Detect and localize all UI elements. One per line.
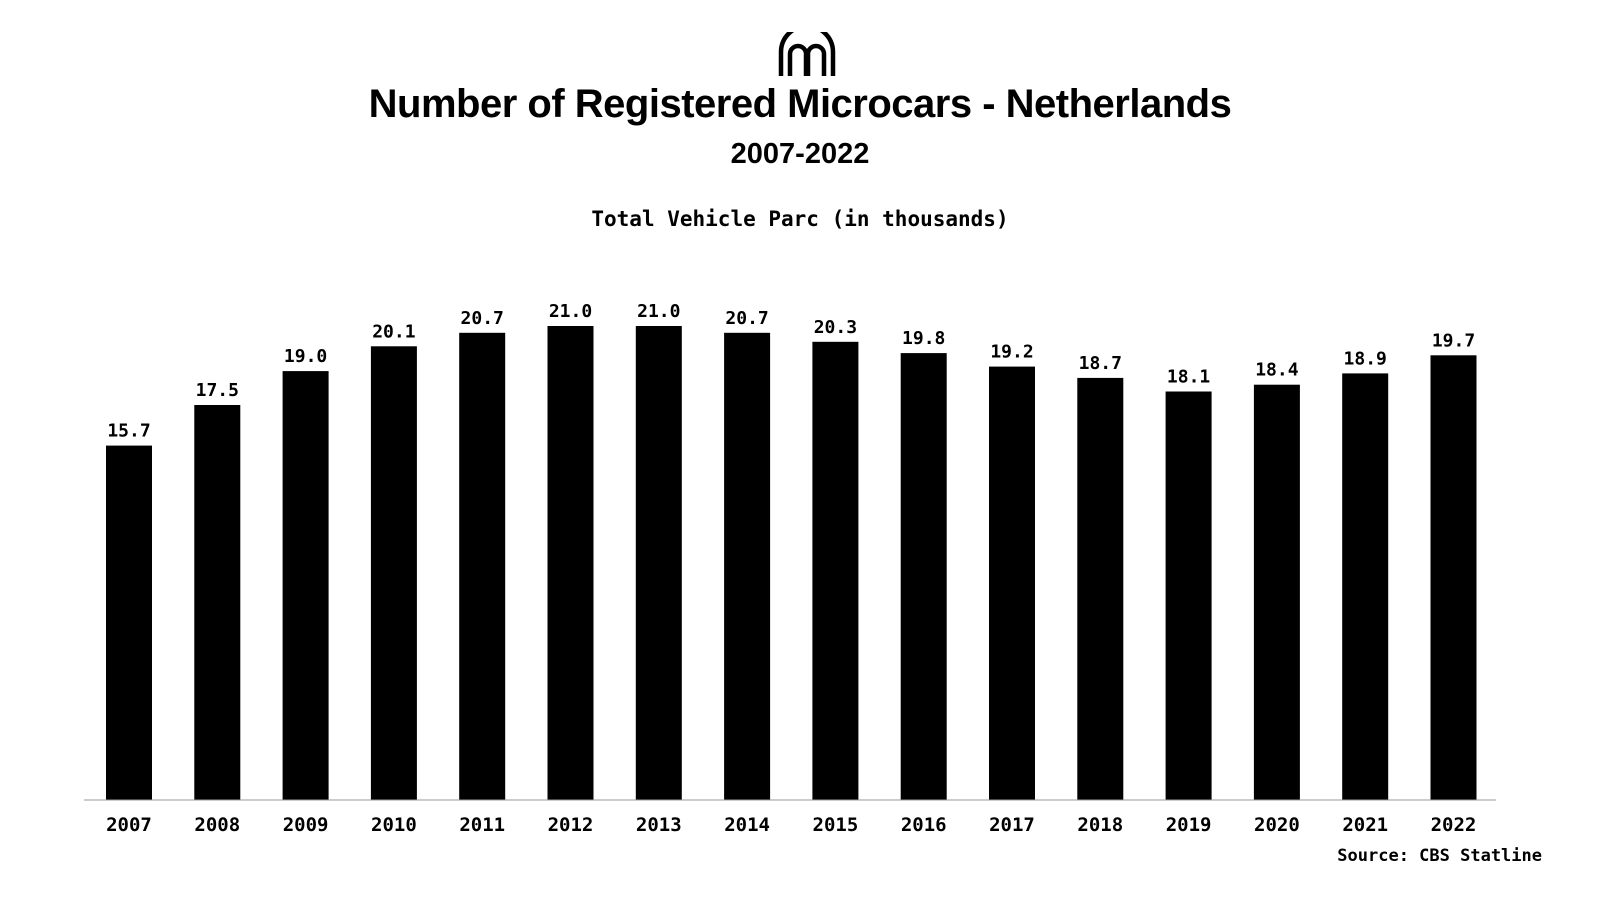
bar-2017 <box>989 366 1035 800</box>
category-label-group: 2007 2008 2009 2010 2011 2012 2013 2014 2015 2016… <box>106 814 1476 836</box>
x-tick-label-2016: 2016 <box>901 814 947 836</box>
value-label-2012: 21.0 <box>549 301 592 322</box>
source-note: Source: CBS Statline <box>1337 846 1542 866</box>
x-tick-label-2009: 2009 <box>283 814 329 836</box>
x-tick-label-2007: 2007 <box>106 814 152 836</box>
page-title: Number of Registered Microcars - Netherl… <box>368 82 1232 126</box>
bar-2016 <box>900 353 947 800</box>
value-label-2009: 19.0 <box>284 346 327 367</box>
bar-2012 <box>547 326 594 800</box>
x-tick-label-2012: 2012 <box>548 814 594 836</box>
x-tick-label-2021: 2021 <box>1342 814 1388 836</box>
value-label-2011: 20.7 <box>461 308 504 329</box>
value-label-2021: 18.9 <box>1344 348 1387 369</box>
x-tick-label-2019: 2019 <box>1166 814 1212 836</box>
x-tick-label-2013: 2013 <box>636 814 682 836</box>
x-tick-label-2010: 2010 <box>371 814 417 836</box>
bar-2008 <box>194 405 241 800</box>
bar-2009 <box>282 371 329 800</box>
x-tick-label-2018: 2018 <box>1077 814 1123 836</box>
value-label-group: 15.7 17.5 19.0 20.1 20.7 21.0 21.0 20.7 20.3 19.8… <box>107 301 1475 442</box>
value-label-2016: 19.8 <box>902 328 945 349</box>
x-tick-label-2015: 2015 <box>813 814 859 836</box>
bar-2021 <box>1342 373 1389 800</box>
x-tick-label-2020: 2020 <box>1254 814 1300 836</box>
value-label-2007: 15.7 <box>107 421 150 442</box>
chart-title: Total Vehicle Parc (in thousands) <box>591 207 1009 231</box>
bar-2022 <box>1430 355 1477 800</box>
value-label-2010: 20.1 <box>372 321 415 342</box>
bar-2020 <box>1253 384 1300 800</box>
bar-2018 <box>1077 377 1124 800</box>
value-label-2022: 19.7 <box>1432 330 1475 351</box>
value-label-2014: 20.7 <box>725 308 768 329</box>
x-tick-label-2008: 2008 <box>194 814 240 836</box>
value-label-2017: 19.2 <box>990 342 1033 363</box>
x-tick-label-2017: 2017 <box>989 814 1035 836</box>
bar-2015 <box>812 341 859 800</box>
value-label-2015: 20.3 <box>814 317 857 338</box>
x-tick-label-2014: 2014 <box>724 814 770 836</box>
value-label-2019: 18.1 <box>1167 367 1210 388</box>
value-label-2013: 21.0 <box>637 301 680 322</box>
bar-2013 <box>635 326 682 800</box>
bar-2007 <box>106 445 152 800</box>
bar-2010 <box>370 346 417 800</box>
bar-2019 <box>1165 391 1212 800</box>
arches-logo-icon <box>778 32 836 76</box>
bar-2011 <box>459 332 506 800</box>
bar-2014 <box>724 332 771 800</box>
value-label-2020: 18.4 <box>1255 360 1299 381</box>
x-tick-label-2022: 2022 <box>1431 814 1477 836</box>
value-label-2008: 17.5 <box>196 380 239 401</box>
bar-group <box>106 326 1477 800</box>
x-tick-label-2011: 2011 <box>459 814 505 836</box>
date-range-subtitle: 2007-2022 <box>730 138 870 170</box>
value-label-2018: 18.7 <box>1079 353 1122 374</box>
